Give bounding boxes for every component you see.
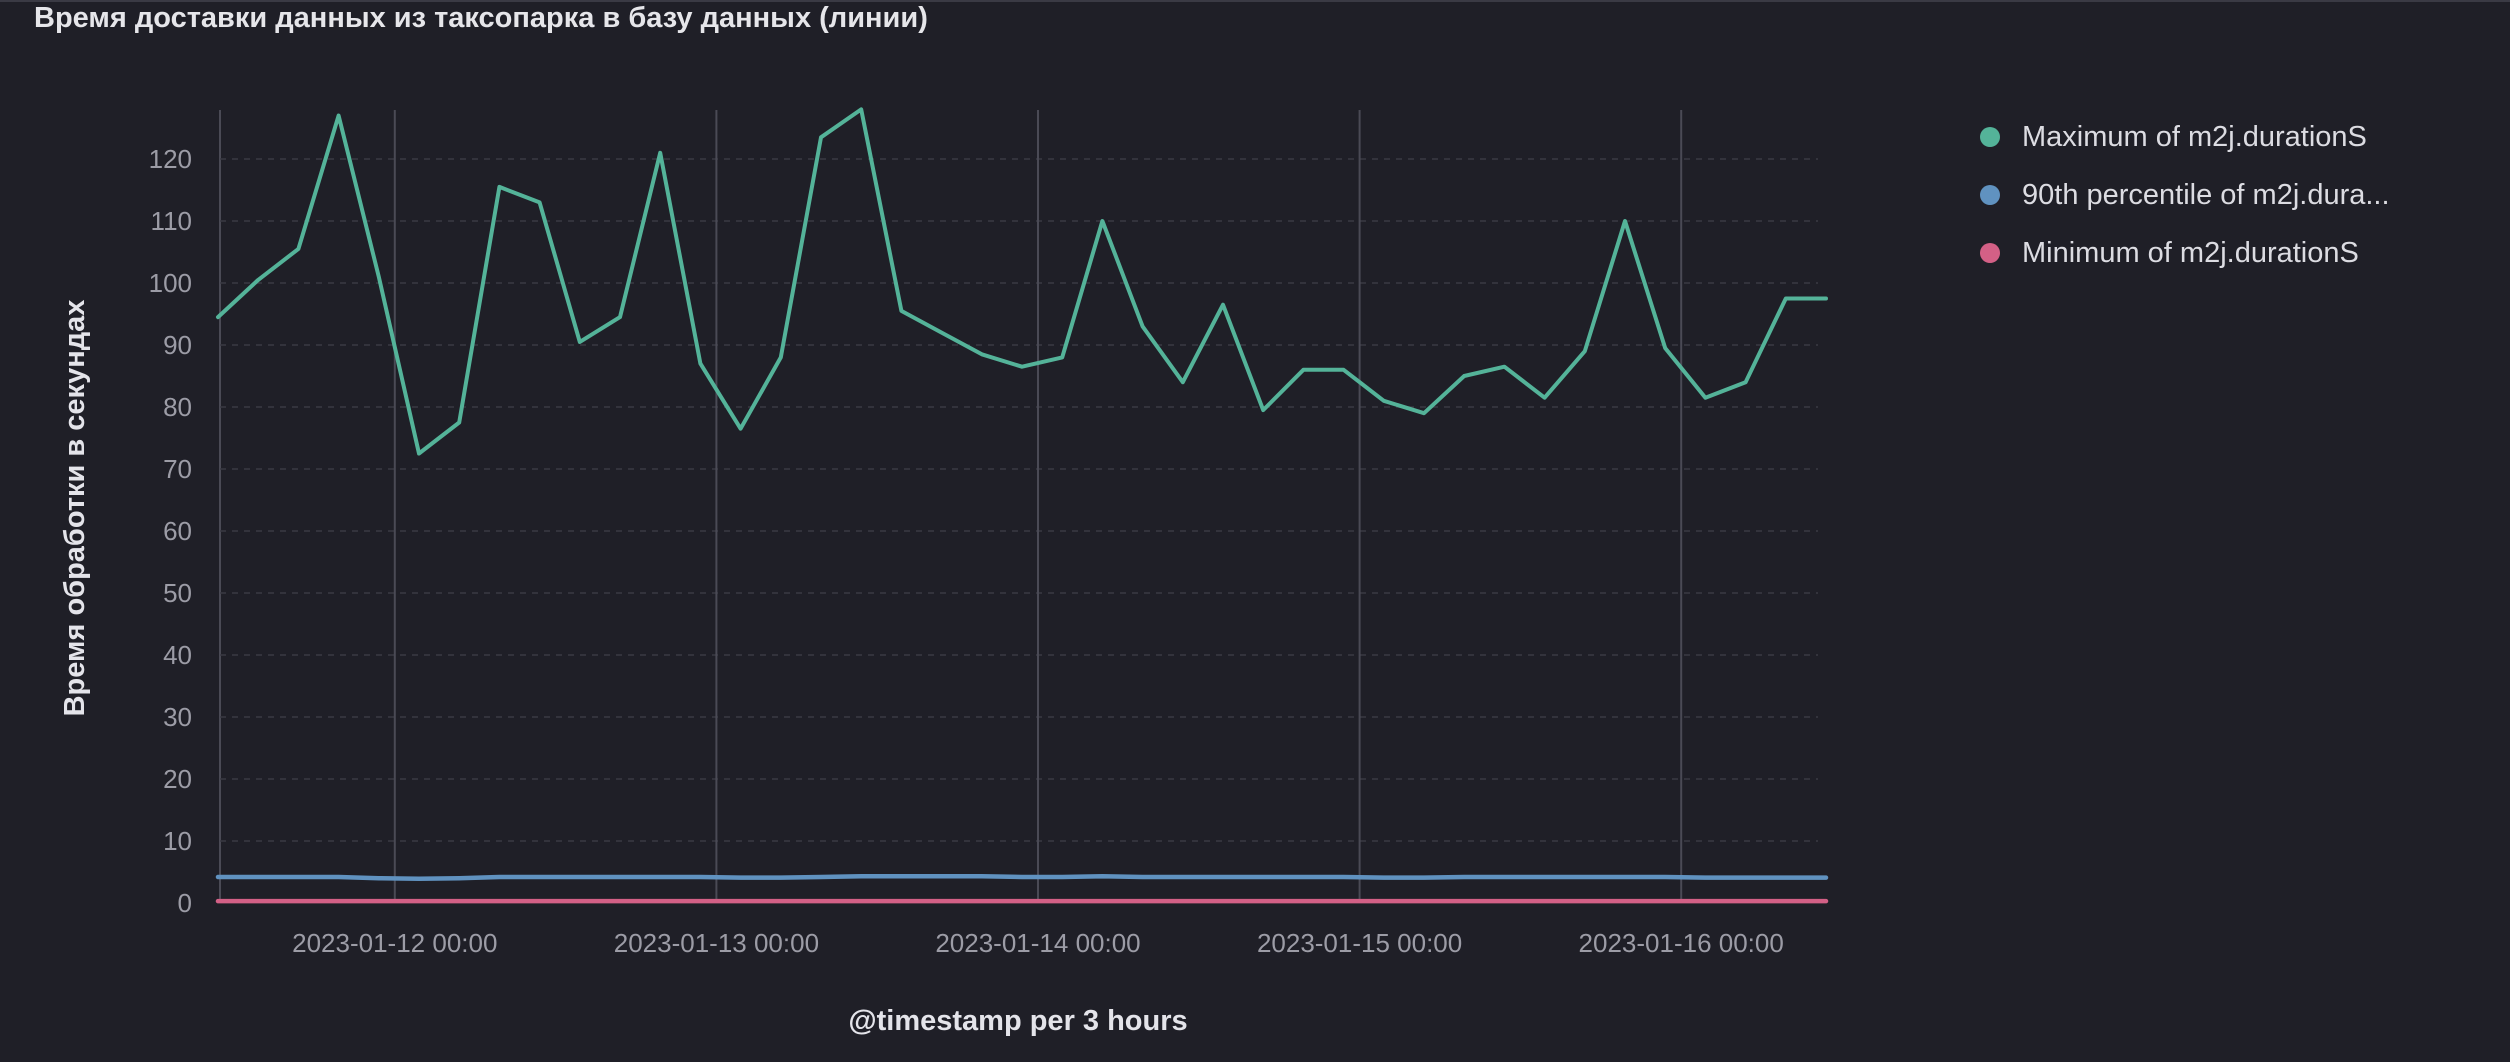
legend-label: Maximum of m2j.durationS — [2022, 120, 2367, 153]
x-tick-label: 2023-01-14 00:00 — [935, 928, 1140, 958]
line-chart: 0 10 20 30 40 50 60 70 80 90 100 110 120 2023-01-12 … — [59, 107, 1829, 1037]
y-axis-title: Время обработки в секундах — [59, 300, 91, 717]
x-tick-label: 2023-01-15 00:00 — [1257, 928, 1462, 958]
series-layer — [215, 107, 1829, 904]
x-axis-ticks: 2023-01-12 00:00 2023-01-13 00:00 2023-01-… — [292, 928, 1784, 958]
y-tick-label: 40 — [163, 640, 192, 670]
y-axis-ticks: 0 10 20 30 40 50 60 70 80 90 100 110 120 — [149, 144, 192, 918]
x-tick-label: 2023-01-12 00:00 — [292, 928, 497, 958]
legend: Maximum of m2j.durationS 90th percentile… — [1980, 108, 2390, 282]
x-tick-label: 2023-01-13 00:00 — [614, 928, 819, 958]
series-line-90th-percentile[interactable] — [215, 874, 1829, 882]
panel-top-border — [0, 0, 2510, 2]
x-axis-title: @timestamp per 3 hours — [848, 1005, 1187, 1037]
y-tick-label: 20 — [163, 764, 192, 794]
x-tick-label: 2023-01-16 00:00 — [1579, 928, 1784, 958]
y-tick-label: 110 — [151, 206, 192, 236]
y-tick-label: 90 — [163, 330, 192, 360]
legend-label: Minimum of m2j.durationS — [2022, 236, 2359, 269]
y-tick-label: 50 — [163, 578, 192, 608]
y-tick-label: 120 — [149, 144, 192, 174]
legend-label: 90th percentile of m2j.dura... — [2022, 178, 2390, 211]
y-tick-label: 70 — [163, 454, 192, 484]
y-tick-label: 0 — [178, 888, 192, 918]
y-tick-label: 30 — [163, 702, 192, 732]
legend-item-maximum[interactable]: Maximum of m2j.durationS — [1980, 108, 2390, 166]
legend-dot-icon — [1980, 127, 2000, 147]
y-tick-label: 80 — [163, 392, 192, 422]
panel-title: Время доставки данных из таксопарка в ба… — [34, 2, 928, 34]
y-tick-label: 100 — [149, 268, 192, 298]
series-line-maximum[interactable] — [216, 107, 1828, 456]
y-tick-label: 60 — [163, 516, 192, 546]
y-tick-label: 10 — [163, 826, 192, 856]
legend-item-90th-percentile[interactable]: 90th percentile of m2j.dura... — [1980, 166, 2390, 224]
legend-dot-icon — [1980, 243, 2000, 263]
grid-layer — [219, 110, 1818, 903]
legend-dot-icon — [1980, 185, 2000, 205]
legend-item-minimum[interactable]: Minimum of m2j.durationS — [1980, 224, 2390, 282]
